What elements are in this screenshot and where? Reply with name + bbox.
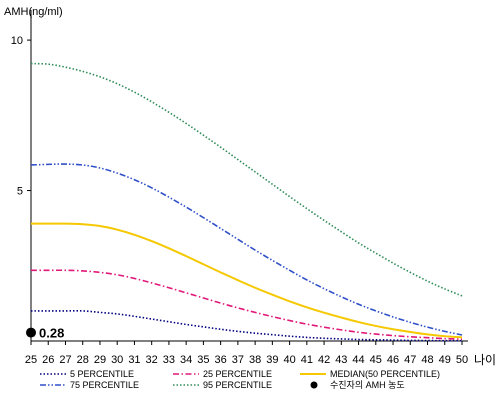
x-tick-label: 33: [163, 354, 175, 366]
x-tick-label: 36: [215, 354, 227, 366]
x-tick-label: 45: [370, 354, 382, 366]
x-tick-label: 37: [232, 354, 244, 366]
x-tick-label: 32: [146, 354, 158, 366]
legend-label-4: 75 PERCENTILE: [70, 380, 139, 390]
x-tick-label: 25: [25, 354, 37, 366]
legend: 5 PERCENTILE 25 PERCENTILE MEDIAN(50 PERCE…: [40, 369, 440, 390]
x-tick-label: 31: [128, 354, 140, 366]
x-tick-label: 30: [111, 354, 123, 366]
x-tick-label: 49: [439, 354, 451, 366]
x-tick-label: 35: [197, 354, 209, 366]
x-tick-label: 41: [301, 354, 313, 366]
legend-label-5: 95 PERCENTILE: [203, 380, 272, 390]
legend-label-2: 25 PERCENTILE: [203, 369, 272, 379]
patient-marker: [26, 327, 36, 338]
x-axis-label: 나이: [474, 353, 496, 367]
legend-marker-label: 수진자의 AMH 농도: [330, 380, 405, 390]
x-tick-label: 50: [456, 354, 468, 366]
x-tick-label: 27: [59, 354, 71, 366]
x-tick-label: 39: [266, 354, 278, 366]
series-line-2: [31, 269, 463, 340]
x-tick-label: 43: [335, 354, 347, 366]
legend-marker-swatch: [310, 381, 318, 389]
x-tick-label: 38: [249, 354, 261, 366]
x-tick-label: 29: [94, 354, 106, 366]
x-tick-label: 48: [421, 354, 433, 366]
patient-marker-label: 0.28: [39, 326, 64, 341]
series-line-3: [31, 222, 463, 339]
series-line-4: [30, 163, 463, 336]
x-tick-label: 42: [318, 354, 330, 366]
series-layer: [30, 62, 463, 342]
y-tick-label: 10: [11, 35, 23, 47]
x-tick-label: 40: [283, 354, 295, 366]
y-tick-label: 5: [17, 186, 23, 198]
x-tick-label: 44: [352, 354, 364, 366]
axes: AMH(ng/ml) 나이 5 10 25 26 27 28 29 30 31 32 33 34 35 36 3…: [4, 6, 496, 367]
y-axis-label: AMH(ng/ml): [4, 6, 63, 18]
marker-layer: 0.28: [26, 326, 64, 341]
x-tick-label: 26: [42, 354, 54, 366]
x-tick-label: 28: [77, 354, 89, 366]
series-line-5: [30, 62, 463, 297]
legend-label-3: MEDIAN(50 PERCENTILE): [330, 369, 440, 379]
legend-label-1: 5 PERCENTILE: [70, 369, 134, 379]
x-tick-label: 46: [387, 354, 399, 366]
x-tick-label: 47: [404, 354, 416, 366]
series-line-1: [30, 310, 463, 342]
x-tick-label: 34: [180, 354, 192, 366]
